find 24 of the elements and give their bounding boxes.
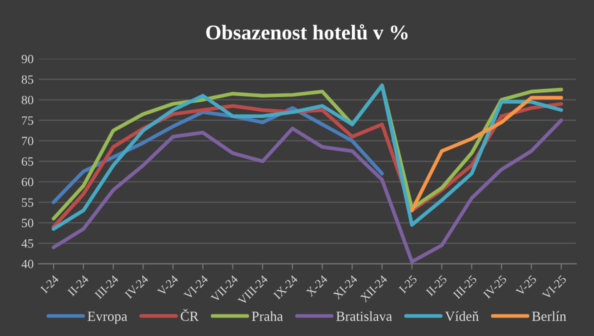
y-tick-label: 65 [22,157,34,166]
legend-label: Evropa [88,312,128,324]
y-tick-label: 90 [22,54,34,64]
y-tick-label: 40 [21,260,34,268]
y-tick-label: 80 [22,96,34,104]
y-tick-label: 70 [22,136,34,146]
y-tick-label: 60 [22,178,34,186]
x-tick-label: V-25 [515,274,537,296]
y-tick-label: 75 [22,116,34,125]
line-series [52,118,564,264]
legend-label: ČR [180,308,199,321]
legend-label: Bratislava [336,311,392,321]
x-tick-label: I-24 [40,274,60,294]
chart-title: Obsazenost hotelů v % [206,24,408,40]
legend-label: Praha [252,311,283,321]
line-series [410,96,564,212]
legend-label: Vídeň [445,311,479,322]
x-tick-label: V-24 [156,274,179,296]
y-tick-label: 50 [22,218,34,228]
legend-label: Berlín [532,311,566,321]
y-tick-label: 85 [22,75,34,84]
x-tick-label: I-25 [398,274,418,294]
y-tick-label: 45 [21,239,34,248]
y-tick-label: 55 [22,198,34,207]
